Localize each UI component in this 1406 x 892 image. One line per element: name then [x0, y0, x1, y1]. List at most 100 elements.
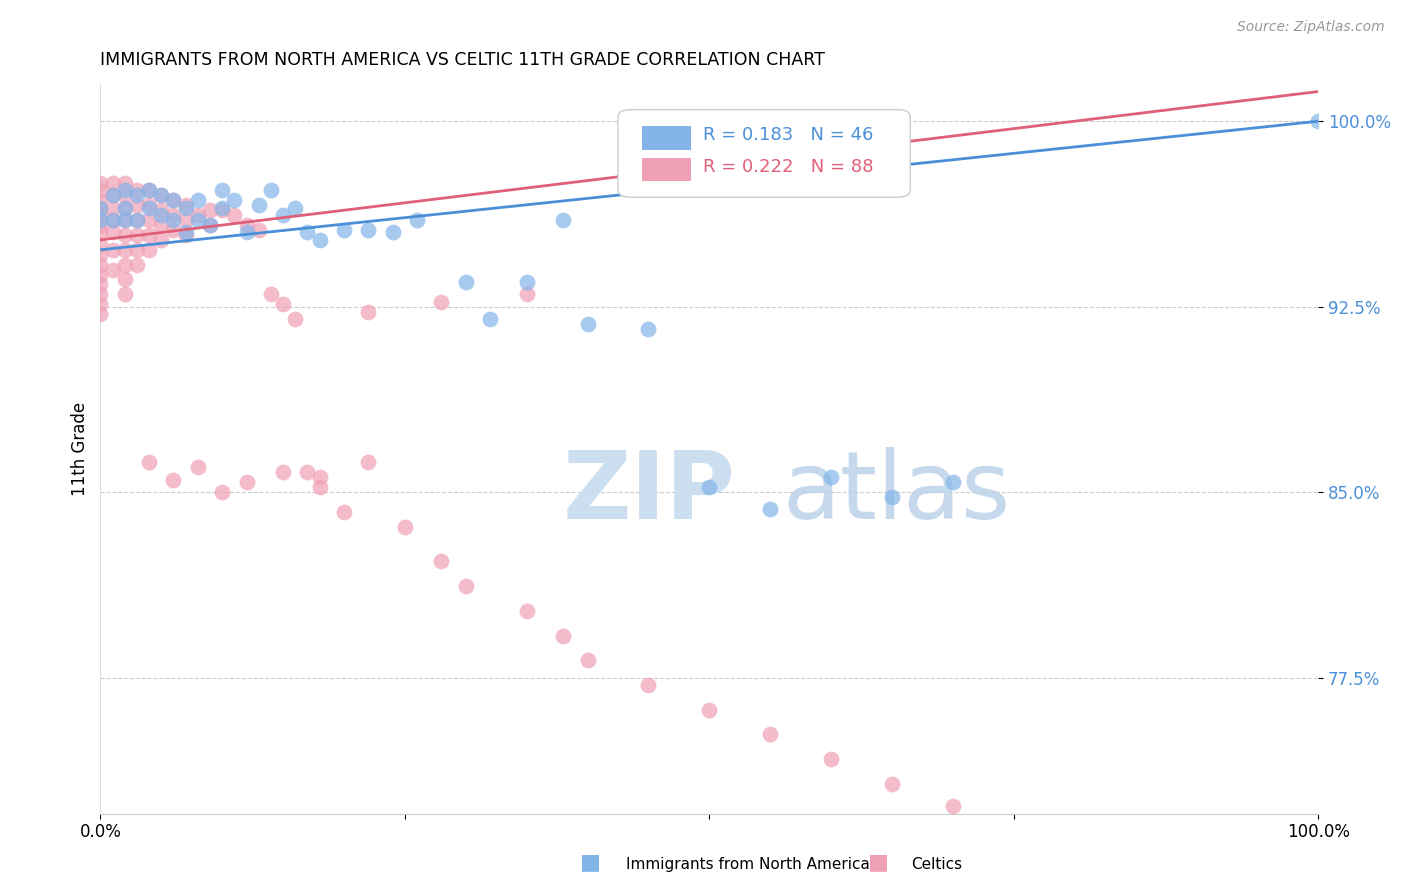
Point	[114, 272, 136, 286]
Point	[101, 262, 124, 277]
Point	[89, 184, 111, 198]
Point	[174, 227, 197, 242]
Point	[187, 208, 209, 222]
Point	[101, 188, 124, 202]
Y-axis label: 11th Grade: 11th Grade	[72, 401, 89, 496]
Point	[150, 188, 173, 202]
Point	[224, 208, 246, 222]
Point	[187, 194, 209, 208]
Point	[138, 227, 160, 242]
Point	[101, 213, 124, 227]
Point	[114, 213, 136, 227]
Point	[553, 213, 575, 227]
Point	[89, 226, 111, 240]
Point	[759, 502, 782, 516]
Point	[271, 466, 294, 480]
Point	[942, 799, 965, 814]
Point	[211, 201, 233, 215]
Point	[89, 176, 111, 190]
Point	[553, 629, 575, 643]
Point	[224, 194, 246, 208]
Point	[150, 208, 173, 222]
Point	[89, 268, 111, 282]
Point	[89, 194, 111, 208]
Point	[820, 752, 842, 766]
Point	[697, 480, 720, 494]
Point	[138, 184, 160, 198]
Point	[101, 188, 124, 202]
Point	[138, 184, 160, 198]
Point	[125, 243, 148, 257]
Point	[150, 188, 173, 202]
Point	[454, 579, 477, 593]
Point	[89, 208, 111, 222]
Point	[138, 201, 160, 215]
Text: Source: ZipAtlas.com: Source: ZipAtlas.com	[1237, 20, 1385, 34]
Point	[198, 218, 221, 232]
Point	[89, 297, 111, 311]
Point	[138, 455, 160, 469]
Point	[162, 194, 184, 208]
Point	[187, 213, 209, 227]
Point	[198, 218, 221, 232]
Point	[637, 678, 659, 692]
Point	[125, 258, 148, 272]
Point	[1308, 114, 1330, 128]
Point	[114, 258, 136, 272]
Text: ZIP: ZIP	[564, 447, 735, 539]
Point	[430, 294, 453, 309]
Point	[114, 213, 136, 227]
Point	[454, 275, 477, 289]
Point	[89, 258, 111, 272]
Point	[114, 176, 136, 190]
FancyBboxPatch shape	[643, 127, 690, 150]
Point	[357, 304, 380, 318]
Point	[820, 470, 842, 484]
Point	[394, 520, 416, 534]
Text: R = 0.222   N = 88: R = 0.222 N = 88	[703, 158, 873, 176]
Point	[247, 223, 270, 237]
Text: atlas: atlas	[782, 447, 1011, 539]
Point	[333, 223, 356, 237]
Point	[357, 455, 380, 469]
Point	[125, 188, 148, 202]
Point	[297, 466, 319, 480]
Point	[880, 777, 903, 791]
Point	[150, 233, 173, 247]
Point	[297, 226, 319, 240]
Point	[211, 184, 233, 198]
Point	[101, 243, 124, 257]
Point	[211, 203, 233, 218]
Point	[516, 287, 538, 301]
Point	[637, 322, 659, 336]
Point	[138, 213, 160, 227]
Point	[308, 470, 330, 484]
Point	[479, 312, 502, 326]
FancyBboxPatch shape	[619, 110, 910, 197]
Point	[125, 198, 148, 212]
FancyBboxPatch shape	[643, 158, 690, 181]
Point	[198, 203, 221, 218]
Point	[150, 203, 173, 218]
Point	[89, 277, 111, 292]
Point	[162, 194, 184, 208]
Point	[576, 653, 599, 667]
Text: Celtics: Celtics	[911, 857, 962, 872]
Point	[187, 460, 209, 475]
Point	[247, 198, 270, 212]
Point	[125, 227, 148, 242]
Point	[406, 213, 429, 227]
Point	[89, 238, 111, 252]
Point	[357, 223, 380, 237]
Point	[162, 223, 184, 237]
Point	[138, 198, 160, 212]
Text: ■: ■	[869, 853, 889, 872]
Point	[430, 554, 453, 568]
Point	[697, 703, 720, 717]
Point	[235, 226, 257, 240]
Point	[333, 505, 356, 519]
Point	[101, 176, 124, 190]
Point	[114, 227, 136, 242]
Point	[284, 201, 307, 215]
Point	[89, 201, 111, 215]
